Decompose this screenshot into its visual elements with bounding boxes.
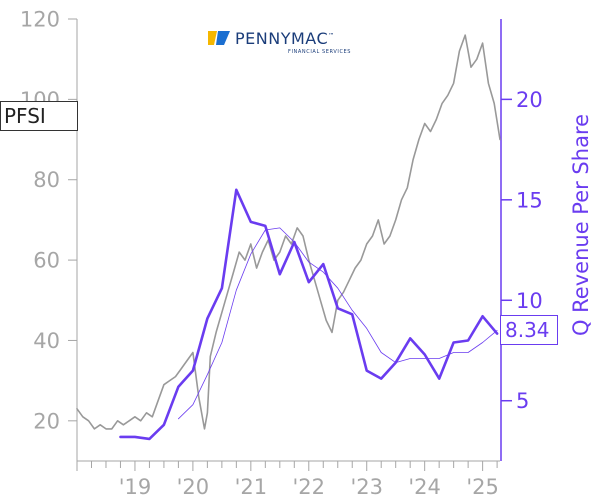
x-tick-label: '25 [466,475,499,499]
revenue-average-line [177,227,498,420]
right-tick-label: 10 [516,289,543,313]
price-line [76,34,501,430]
company-logo: PENNYMAC™ FINANCIAL SERVICES [208,28,378,60]
right-tick-label: 20 [516,88,543,112]
left-tick-label: 40 [33,329,60,353]
revenue-line [119,188,499,441]
x-tick-label: '22 [293,475,326,499]
logo-subtitle: FINANCIAL SERVICES [288,49,352,55]
pennymac-logo-icon [208,31,230,45]
left-tick-label: 80 [33,168,60,192]
series-layer [76,34,501,441]
x-tick-label: '24 [408,475,441,499]
x-tick-label: '23 [350,475,383,499]
right-tick-label: 15 [516,188,543,212]
left-tick-label: 60 [33,249,60,273]
left-tick-label: 120 [20,8,60,32]
x-tick-label: '20 [177,475,210,499]
x-tick-label: '21 [235,475,268,499]
right-tick-label: 5 [516,389,529,413]
ticker-label: PFSI [0,101,78,131]
right-axis-title: Q Revenue Per Share [569,114,593,336]
last-value-label: 8.34 [500,315,558,345]
left-tick-label: 20 [33,409,60,433]
x-tick-label: '19 [119,475,152,499]
logo-wordmark: PENNYMAC™ [235,29,335,48]
